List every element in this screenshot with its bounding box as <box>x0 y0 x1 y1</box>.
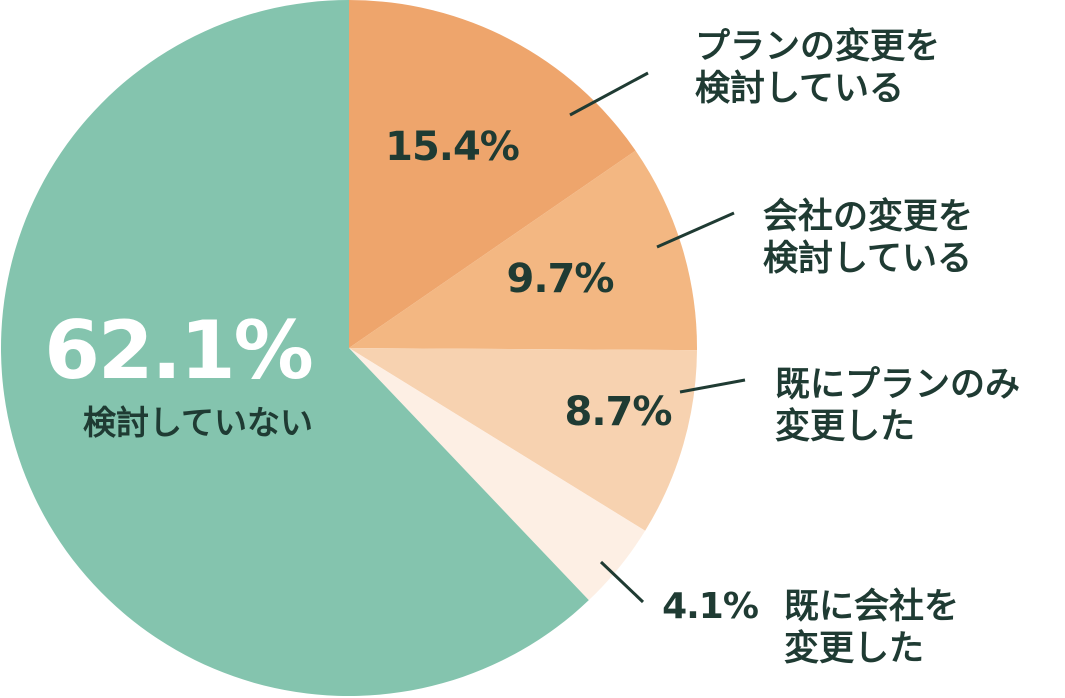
slice-value-label: 62.1% <box>44 304 312 397</box>
slices-layer <box>0 0 697 696</box>
slice-category-label: 既にプランのみ <box>775 365 1020 405</box>
slice-value-label: 9.7% <box>507 256 614 302</box>
slice-category-label: 変更した <box>784 628 924 669</box>
pie-slice <box>349 0 636 348</box>
leader-line <box>599 560 645 604</box>
slice-category-label: 検討している <box>763 239 972 279</box>
slice-value-label: 15.4% <box>385 124 519 170</box>
labels-layer: 15.4%プランの変更を検討している9.7%会社の変更を検討している8.7%既に… <box>44 26 1020 669</box>
leader-lines-layer <box>569 71 746 604</box>
pie-slice <box>0 0 589 696</box>
slice-category-label: 検討していない <box>83 403 313 442</box>
leader-line <box>679 378 746 394</box>
slice-category-label: 変更した <box>775 406 915 447</box>
slice-category-label: プランの変更を <box>695 26 940 67</box>
slice-value-label: 8.7% <box>565 389 672 435</box>
leader-line <box>569 71 649 117</box>
slice-category-label: 検討している <box>695 69 904 109</box>
slice-value-label: 4.1% <box>662 586 758 627</box>
slice-category-label: 既に会社を <box>784 587 959 627</box>
pie-slice <box>349 348 646 601</box>
slice-category-label: 会社の変更を <box>763 196 973 237</box>
pie-slice <box>349 348 697 531</box>
leader-line <box>656 211 735 249</box>
pie-slice <box>349 150 697 351</box>
